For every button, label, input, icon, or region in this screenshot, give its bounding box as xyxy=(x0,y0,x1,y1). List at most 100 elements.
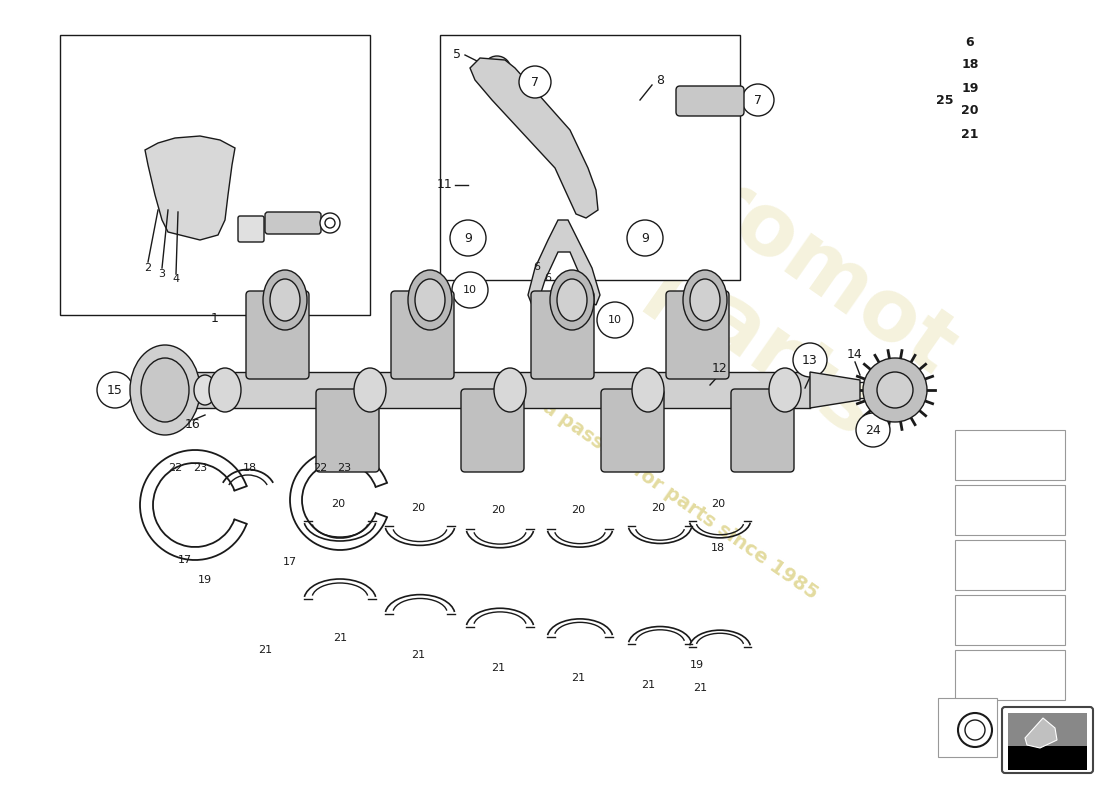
Text: 16: 16 xyxy=(185,418,201,431)
Text: 13: 13 xyxy=(802,354,818,366)
Circle shape xyxy=(450,220,486,256)
Polygon shape xyxy=(1025,718,1057,748)
Text: 7: 7 xyxy=(965,669,974,682)
Text: 10: 10 xyxy=(608,315,622,325)
FancyBboxPatch shape xyxy=(165,372,810,408)
Circle shape xyxy=(519,66,551,98)
Polygon shape xyxy=(470,58,598,218)
Text: a passion for parts since 1985: a passion for parts since 1985 xyxy=(539,397,822,603)
Text: 19: 19 xyxy=(198,575,212,585)
Text: 6: 6 xyxy=(544,273,551,283)
Circle shape xyxy=(793,343,827,377)
Text: 21: 21 xyxy=(257,645,272,655)
Circle shape xyxy=(320,213,340,233)
Ellipse shape xyxy=(494,368,526,412)
Ellipse shape xyxy=(209,368,241,412)
Text: 17: 17 xyxy=(178,555,192,565)
Text: euromot
orparts: euromot orparts xyxy=(530,89,970,471)
Circle shape xyxy=(856,413,890,447)
Text: 20: 20 xyxy=(571,505,585,515)
FancyBboxPatch shape xyxy=(440,35,740,280)
Ellipse shape xyxy=(270,279,300,321)
FancyBboxPatch shape xyxy=(955,485,1065,535)
Text: 15: 15 xyxy=(107,383,123,397)
Text: 105 01: 105 01 xyxy=(1018,749,1076,764)
Text: 10: 10 xyxy=(463,285,477,295)
Circle shape xyxy=(483,56,512,84)
Circle shape xyxy=(1020,660,1050,690)
Polygon shape xyxy=(145,136,235,240)
Text: 10: 10 xyxy=(960,558,978,571)
Text: 20: 20 xyxy=(331,499,345,509)
Circle shape xyxy=(864,358,927,422)
Circle shape xyxy=(965,720,985,740)
Circle shape xyxy=(97,372,133,408)
FancyBboxPatch shape xyxy=(955,540,1065,590)
Text: 3: 3 xyxy=(158,269,165,279)
Text: 20: 20 xyxy=(411,503,425,513)
Ellipse shape xyxy=(557,279,587,321)
Text: 7: 7 xyxy=(531,75,539,89)
Text: 9: 9 xyxy=(965,614,974,626)
Ellipse shape xyxy=(415,279,446,321)
Text: 9: 9 xyxy=(641,231,649,245)
Text: 22: 22 xyxy=(168,463,183,473)
Circle shape xyxy=(877,372,913,408)
Text: 18: 18 xyxy=(711,543,725,553)
Text: 18: 18 xyxy=(243,463,257,473)
FancyBboxPatch shape xyxy=(1008,746,1087,770)
Text: 17: 17 xyxy=(283,557,297,567)
Text: 6: 6 xyxy=(966,35,975,49)
Polygon shape xyxy=(810,372,860,408)
Text: 19: 19 xyxy=(690,660,704,670)
Text: 1: 1 xyxy=(211,311,219,325)
Text: 21: 21 xyxy=(961,127,979,141)
Text: 11: 11 xyxy=(437,178,453,191)
Ellipse shape xyxy=(632,368,664,412)
Ellipse shape xyxy=(769,368,801,412)
Text: 8: 8 xyxy=(656,74,664,86)
Circle shape xyxy=(490,62,505,78)
FancyBboxPatch shape xyxy=(246,291,309,379)
Ellipse shape xyxy=(1013,612,1057,628)
FancyBboxPatch shape xyxy=(955,430,1065,480)
Text: 19: 19 xyxy=(961,82,979,94)
Circle shape xyxy=(742,84,774,116)
FancyBboxPatch shape xyxy=(60,35,370,315)
FancyBboxPatch shape xyxy=(955,595,1065,645)
Circle shape xyxy=(1026,666,1044,684)
FancyBboxPatch shape xyxy=(316,389,380,472)
FancyBboxPatch shape xyxy=(265,212,321,234)
FancyBboxPatch shape xyxy=(938,698,997,757)
FancyBboxPatch shape xyxy=(955,650,1065,700)
Text: 15: 15 xyxy=(960,449,978,462)
Text: 13: 13 xyxy=(960,503,978,517)
Text: 14: 14 xyxy=(847,349,862,362)
Text: 2: 2 xyxy=(144,263,152,273)
FancyBboxPatch shape xyxy=(238,216,264,242)
Ellipse shape xyxy=(550,270,594,330)
Text: 9: 9 xyxy=(464,231,472,245)
FancyBboxPatch shape xyxy=(676,86,744,116)
Text: 24: 24 xyxy=(944,706,960,718)
Ellipse shape xyxy=(683,270,727,330)
FancyBboxPatch shape xyxy=(601,389,664,472)
Text: 21: 21 xyxy=(491,663,505,673)
Text: 4: 4 xyxy=(173,274,179,284)
Text: 20: 20 xyxy=(651,503,666,513)
Circle shape xyxy=(597,302,632,338)
Ellipse shape xyxy=(263,270,307,330)
Text: 5: 5 xyxy=(453,49,461,62)
FancyBboxPatch shape xyxy=(1008,713,1087,746)
Text: 23: 23 xyxy=(337,463,351,473)
Ellipse shape xyxy=(194,375,216,405)
Text: 24: 24 xyxy=(865,423,881,437)
Ellipse shape xyxy=(1018,498,1053,522)
Text: 21: 21 xyxy=(693,683,707,693)
Text: 20: 20 xyxy=(961,105,979,118)
Ellipse shape xyxy=(408,270,452,330)
FancyBboxPatch shape xyxy=(461,389,524,472)
Text: 20: 20 xyxy=(711,499,725,509)
Text: 21: 21 xyxy=(333,633,348,643)
Ellipse shape xyxy=(690,279,721,321)
